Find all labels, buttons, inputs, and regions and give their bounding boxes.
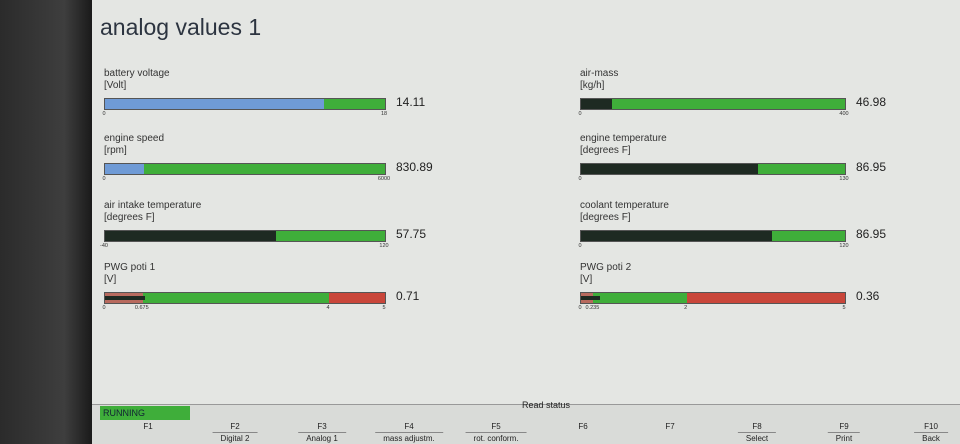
function-key[interactable]: F7 [665,422,675,431]
gauge-fill [581,296,600,300]
function-label[interactable]: rot. conform. [465,432,527,444]
gauge-fill [105,164,144,174]
gauge-tick: 0.675 [134,305,149,311]
gauge-unit: [V] [580,274,593,285]
function-label[interactable]: Select [737,432,777,444]
gauge-tick: 0 [102,305,106,311]
function-key[interactable]: F8 [752,422,762,431]
gauge-bar [580,98,846,110]
gauge-label: PWG poti 1 [104,262,156,273]
function-key[interactable]: F2 [230,422,240,431]
function-key[interactable]: F9 [839,422,849,431]
gauge-fill [105,296,145,300]
zone-high [686,293,845,303]
gauge-bar [104,230,386,242]
gauge-tick: 130 [839,176,849,182]
gauge-unit: [degrees F] [580,145,631,156]
gauge-unit: [degrees F] [580,212,631,223]
function-key[interactable]: F10 [924,422,938,431]
function-label[interactable]: mass adjustm. [375,432,443,444]
gauge-value: 0.71 [396,289,420,303]
gauge-tick: -40 [100,243,108,249]
gauge-tick: 0.235 [585,305,600,311]
gauge-tick: 0 [102,176,106,182]
gauge-fill [105,99,325,109]
gauge-fill [581,99,612,109]
function-key[interactable]: F1 [143,422,153,431]
gauge-bar [580,163,846,175]
gauge-tick: 120 [379,243,389,249]
gauge-tick: 5 [382,305,386,311]
function-label[interactable]: Digital 2 [212,432,258,444]
gauge-tick: 120 [839,243,849,249]
gauge-unit: [Volt] [104,80,127,91]
gauge-tick: 4 [326,305,330,311]
gauge-label: coolant temperature [580,200,669,211]
gauge-value: 46.98 [856,95,887,109]
gauge-value: 14.11 [396,95,426,109]
gauge-fill [105,231,277,241]
gauge-fill [581,164,758,174]
function-key[interactable]: F4 [404,422,414,431]
gauge-bar [104,163,386,175]
gauge-value: 86.95 [856,227,887,241]
gauge-tick: 0 [578,243,582,249]
function-label[interactable]: Analog 1 [298,432,346,444]
gauge-label: engine speed [104,133,165,144]
gauge-tick: 0 [578,305,582,311]
gauge-tick: 0 [578,111,582,117]
gauge-tick: 2 [684,305,688,311]
gauge-bar [104,292,386,304]
gauge-bar [580,230,846,242]
gauge-label: PWG poti 2 [580,262,632,273]
gauge-tick: 6000 [377,176,391,182]
gauge-label: engine temperature [580,133,667,144]
function-key[interactable]: F5 [491,422,501,431]
gauge-tick: 0 [102,111,106,117]
gauge-label: battery voltage [104,68,170,79]
gauge-unit: [V] [104,274,117,285]
gauge-unit: [rpm] [104,145,127,156]
gauge-tick: 18 [380,111,388,117]
footer [92,404,960,444]
gauge-value: 830.89 [396,160,433,174]
function-key[interactable]: F6 [578,422,588,431]
function-key[interactable]: F3 [317,422,327,431]
gauge-unit: [kg/h] [580,80,605,91]
page-title: analog values 1 [100,14,262,40]
gauge-tick: 5 [842,305,846,311]
gauge-value: 0.36 [856,289,880,303]
bezel [0,0,92,444]
function-label[interactable]: Print [827,432,861,444]
status-state: RUNNING [100,406,190,420]
gauge-value: 57.75 [396,227,427,241]
gauge-unit: [degrees F] [104,212,155,223]
gauge-bar [580,292,846,304]
gauge-label: air intake temperature [104,200,202,211]
gauge-tick: 400 [839,111,849,117]
gauge-label: air-mass [580,68,619,79]
gauge-tick: 0 [578,176,582,182]
zone-high [329,293,385,303]
status-action: Read status [522,400,571,410]
gauge-value: 86.95 [856,160,887,174]
function-label[interactable]: Back [914,432,948,444]
gauge-fill [581,231,773,241]
gauge-bar [104,98,386,110]
